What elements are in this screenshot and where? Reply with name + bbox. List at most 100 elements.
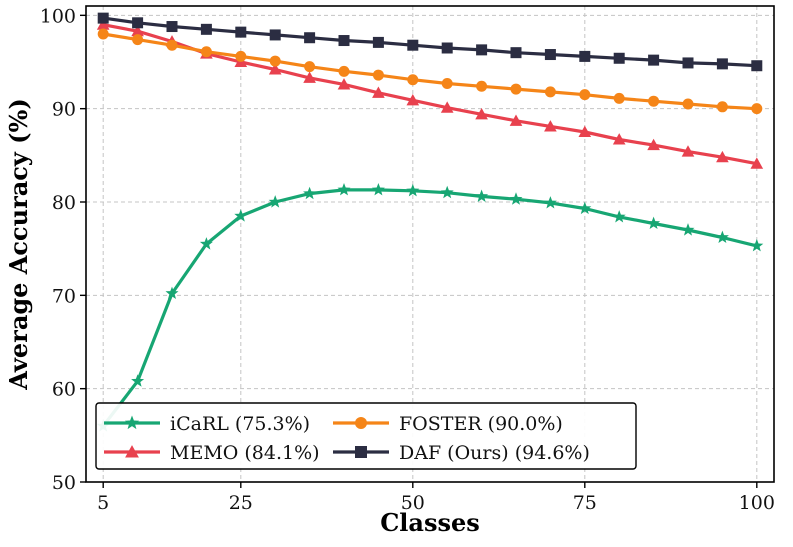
x-tick-label: 25 bbox=[229, 492, 253, 514]
legend-marker bbox=[125, 445, 139, 458]
series-line bbox=[102, 23, 758, 166]
legend-item: FOSTER (90.0%) bbox=[333, 413, 563, 435]
data-point bbox=[304, 32, 316, 44]
data-point bbox=[682, 57, 694, 69]
data-point bbox=[613, 52, 625, 64]
data-point bbox=[97, 28, 109, 40]
data-point bbox=[716, 58, 728, 70]
data-point bbox=[476, 44, 488, 56]
data-point bbox=[235, 26, 247, 38]
series-layer bbox=[96, 12, 764, 432]
data-point bbox=[166, 21, 178, 33]
series-star bbox=[96, 183, 764, 432]
legend-item: iCaRL (75.3%) bbox=[104, 413, 310, 435]
series-triangle bbox=[96, 18, 764, 169]
data-point bbox=[578, 125, 592, 138]
x-tick-label: 100 bbox=[739, 492, 775, 514]
legend-label: DAF (Ours) (94.6%) bbox=[399, 442, 590, 464]
data-point bbox=[132, 17, 144, 29]
data-point bbox=[715, 230, 729, 243]
data-point bbox=[303, 186, 317, 200]
data-point bbox=[234, 209, 248, 222]
data-point bbox=[612, 210, 626, 223]
data-point bbox=[200, 23, 212, 35]
data-point bbox=[338, 65, 350, 77]
legend-item: DAF (Ours) (94.6%) bbox=[333, 442, 590, 464]
x-axis-title: Classes bbox=[380, 508, 480, 537]
data-point bbox=[544, 86, 556, 98]
data-point bbox=[751, 103, 763, 115]
data-point bbox=[337, 183, 351, 196]
plot-frame bbox=[85, 5, 775, 483]
data-point bbox=[303, 71, 316, 83]
y-tick-label: 90 bbox=[52, 99, 76, 121]
data-point bbox=[509, 114, 523, 126]
y-tick-label: 70 bbox=[52, 285, 76, 307]
data-point bbox=[716, 150, 729, 163]
data-point bbox=[165, 286, 179, 299]
y-tick-label: 50 bbox=[52, 472, 76, 494]
data-point bbox=[750, 239, 764, 252]
data-point bbox=[304, 61, 316, 73]
legend-label: FOSTER (90.0%) bbox=[399, 413, 563, 435]
y-tick-label: 100 bbox=[40, 5, 76, 27]
series-line bbox=[102, 32, 757, 111]
data-point bbox=[97, 12, 109, 24]
data-point bbox=[269, 29, 281, 41]
data-point bbox=[199, 237, 213, 250]
data-point bbox=[647, 216, 661, 229]
axis-ticks: 5 25 50 75 100 50 60 70 80 90 100 bbox=[40, 5, 775, 514]
data-point bbox=[648, 54, 660, 66]
y-axis-title: Average Accuracy (%) bbox=[4, 98, 33, 390]
data-point bbox=[475, 189, 489, 202]
data-point bbox=[682, 98, 694, 110]
data-point bbox=[681, 145, 695, 157]
series-circle bbox=[97, 28, 763, 115]
x-tick-label: 50 bbox=[401, 492, 425, 514]
data-point bbox=[648, 95, 660, 107]
data-point bbox=[510, 83, 522, 95]
series-line bbox=[102, 16, 757, 68]
data-point bbox=[337, 78, 351, 90]
data-point bbox=[268, 195, 282, 208]
legend: iCaRL (75.3%) MEMO (84.1%) FOSTER (90.0%) D… bbox=[95, 402, 637, 470]
legend-marker bbox=[355, 417, 367, 429]
data-point bbox=[406, 183, 420, 197]
data-point bbox=[476, 80, 488, 92]
x-tick-label: 75 bbox=[573, 492, 597, 514]
data-point bbox=[579, 89, 591, 101]
data-point bbox=[543, 196, 557, 209]
legend-box bbox=[95, 402, 637, 470]
data-point bbox=[510, 47, 522, 59]
data-point bbox=[613, 92, 625, 104]
legend-marker bbox=[124, 415, 140, 430]
data-point bbox=[681, 223, 695, 236]
data-point bbox=[441, 42, 453, 54]
data-point bbox=[372, 86, 385, 98]
data-point bbox=[371, 183, 385, 196]
data-point bbox=[131, 374, 145, 387]
data-point bbox=[578, 201, 592, 215]
data-point bbox=[166, 39, 178, 51]
series-square bbox=[97, 12, 763, 72]
data-point bbox=[544, 120, 557, 132]
data-point bbox=[612, 133, 626, 145]
data-point bbox=[235, 50, 247, 62]
legend-label: iCaRL (75.3%) bbox=[170, 413, 310, 435]
data-point bbox=[132, 34, 144, 46]
data-point bbox=[407, 39, 419, 51]
y-tick-label: 60 bbox=[52, 379, 76, 401]
legend-item: MEMO (84.1%) bbox=[104, 442, 320, 464]
data-point bbox=[750, 157, 764, 169]
data-point bbox=[372, 36, 384, 48]
data-point bbox=[96, 18, 110, 30]
data-point bbox=[338, 35, 350, 47]
data-point bbox=[407, 74, 419, 86]
legend-label: MEMO (84.1%) bbox=[170, 442, 320, 464]
data-point bbox=[509, 192, 523, 205]
y-tick-label: 80 bbox=[52, 192, 76, 214]
data-point bbox=[200, 46, 212, 58]
data-point bbox=[406, 93, 420, 106]
data-point bbox=[716, 101, 728, 113]
data-point bbox=[751, 60, 763, 72]
